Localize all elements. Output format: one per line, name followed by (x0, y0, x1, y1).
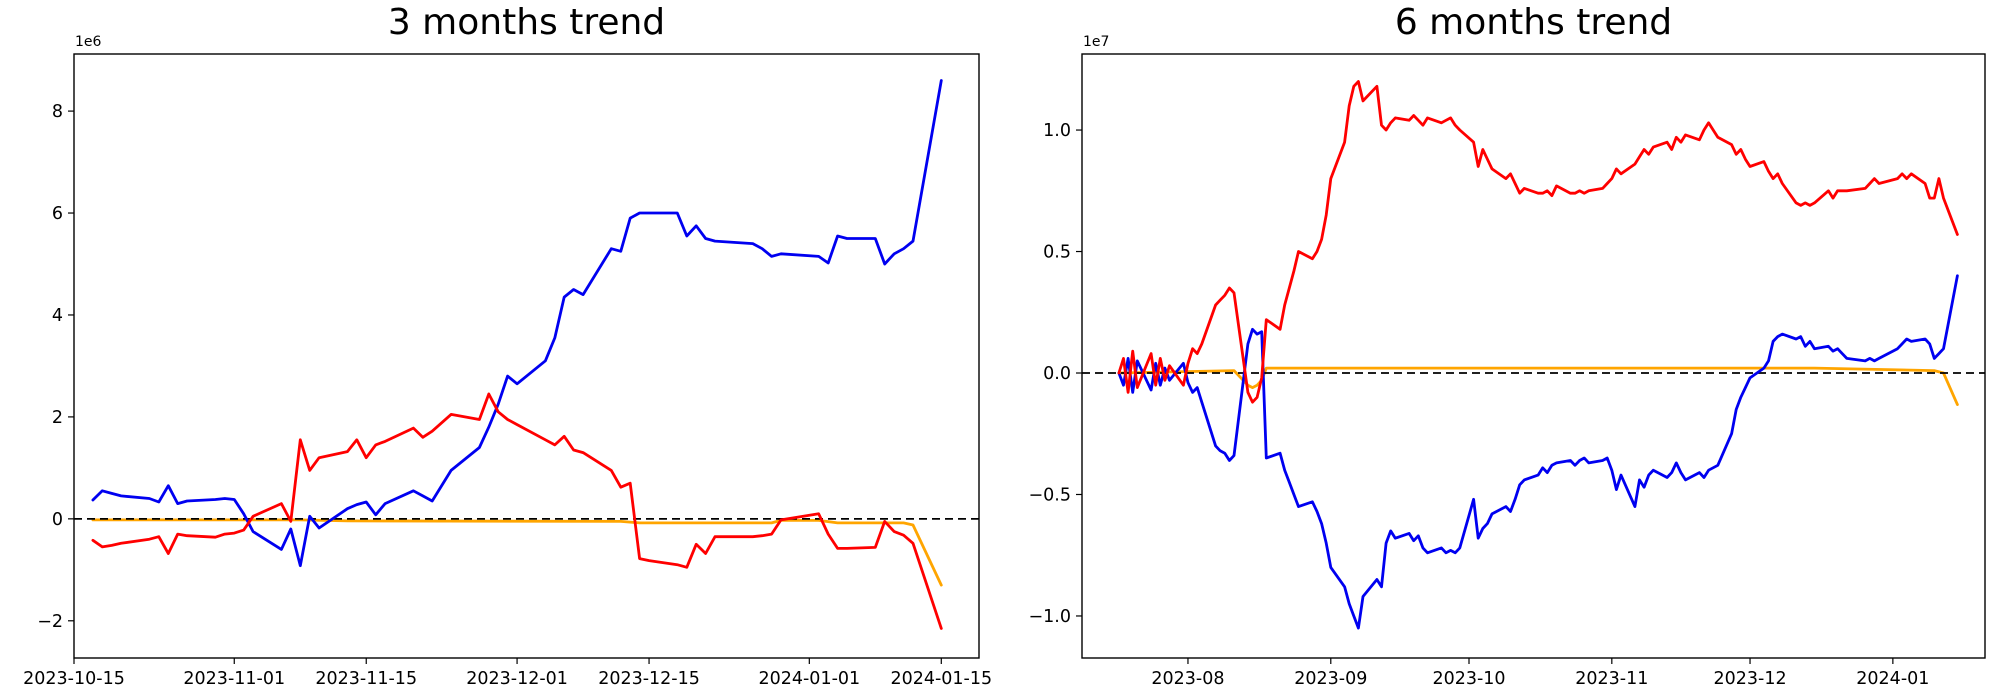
right-x-tick-label: 2023-11 (1575, 669, 1648, 689)
right-y-axis-offset-label: 1e7 (1083, 34, 1110, 50)
left-plot-border (73, 53, 980, 659)
right-x-tick-label: 2023-10 (1432, 669, 1505, 689)
left-y-tick-label: 8 (52, 102, 63, 122)
right-y-tick-label: 0.0 (1043, 364, 1071, 384)
left-x-tick-label: 2023-11-15 (315, 669, 417, 689)
right-x-tick-label: 2023-09 (1294, 669, 1367, 689)
right-y-tick-label: −1.0 (1029, 607, 1072, 627)
right-x-tick-label: 2024-01 (1856, 669, 1929, 689)
left-x-tick-label: 2024-01-15 (890, 669, 992, 689)
left-y-tick-label: 6 (52, 204, 63, 224)
right-x-tick-label: 2023-12 (1713, 669, 1786, 689)
right-y-tick-label: 1.0 (1043, 121, 1071, 141)
left-x-tick-label: 2023-11-01 (183, 669, 285, 689)
right-chart-title: 6 months trend (1394, 2, 1673, 43)
left-series-red-line (91, 392, 943, 630)
left-y-tick-label: −2 (37, 612, 63, 632)
left-series-orange-line (91, 518, 943, 587)
left-y-axis-offset-label: 1e6 (75, 34, 102, 50)
right-plot-border (1081, 53, 1986, 659)
right-series-red-line (1117, 80, 1959, 404)
left-x-tick-label: 2024-01-01 (758, 669, 860, 689)
right-series-blue-line (1117, 274, 1959, 630)
left-y-tick-label: 0 (52, 510, 63, 530)
left-y-tick-label: 2 (52, 408, 63, 428)
right-y-tick-label: 0.5 (1043, 243, 1071, 263)
right-y-tick-label: −0.5 (1029, 485, 1072, 505)
left-series-blue-line (91, 79, 943, 568)
left-y-tick-label: 4 (52, 306, 63, 326)
right-x-tick-label: 2023-08 (1151, 669, 1224, 689)
left-x-tick-label: 2023-12-01 (466, 669, 568, 689)
left-x-tick-label: 2023-12-15 (598, 669, 700, 689)
left-chart-title: 3 months trend (387, 2, 666, 43)
left-x-tick-label: 2023-10-15 (23, 669, 125, 689)
